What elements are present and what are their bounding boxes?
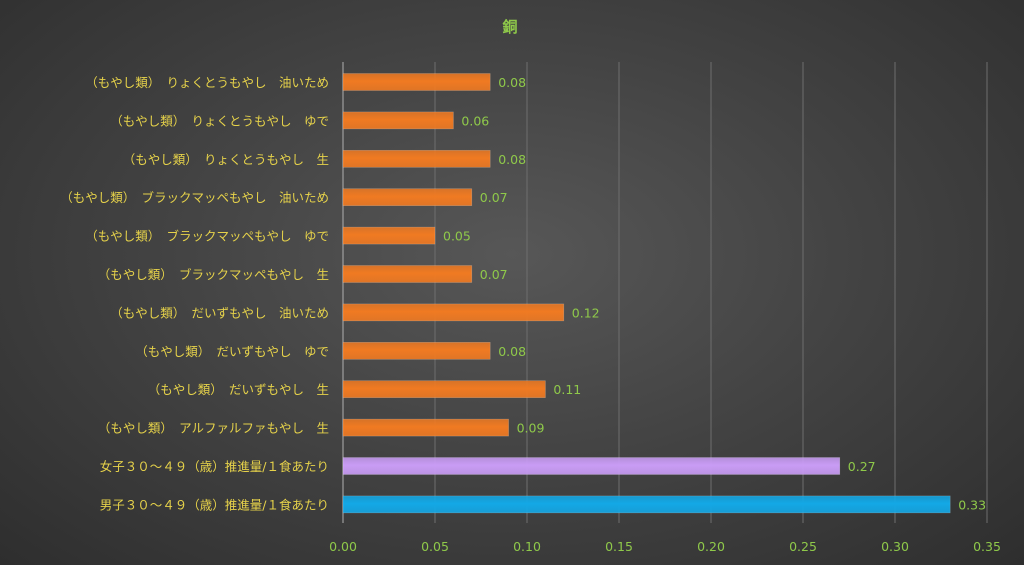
category-label: 男子３０～４９（歳）推進量/１食あたり xyxy=(100,497,329,512)
chart-title: 銅 xyxy=(502,18,517,36)
x-tick-label: 0.05 xyxy=(421,539,449,554)
category-label: （もやし類） りょくとうもやし 油いため xyxy=(85,75,329,90)
category-label: （もやし類） だいずもやし 油いため xyxy=(110,305,329,320)
x-tick-label: 0.10 xyxy=(513,539,541,554)
x-tick-label: 0.15 xyxy=(605,539,633,554)
category-label: （もやし類） ブラックマッペもやし ゆで xyxy=(85,229,329,244)
category-label: （もやし類） だいずもやし ゆで xyxy=(135,344,329,359)
bar xyxy=(342,418,509,437)
bar xyxy=(342,111,454,130)
data-label: 0.07 xyxy=(480,267,508,282)
bar xyxy=(342,341,491,360)
bar xyxy=(342,380,546,399)
bar xyxy=(342,495,951,514)
data-label: 0.08 xyxy=(498,152,526,167)
x-tick-label: 0.35 xyxy=(973,539,1001,554)
category-label: （もやし類） ブラックマッペもやし 生 xyxy=(98,267,329,282)
x-tick-label: 0.00 xyxy=(329,539,357,554)
category-label: （もやし類） ブラックマッペもやし 油いため xyxy=(60,190,329,205)
data-label: 0.08 xyxy=(498,75,526,90)
category-label: 女子３０～４９（歳）推進量/１食あたり xyxy=(100,459,329,474)
x-tick-labels: 0.00 0.05 0.10 0.15 0.20 0.25 0.30 0.35 xyxy=(329,539,1001,554)
data-label: 0.06 xyxy=(461,113,489,128)
category-labels: （もやし類） りょくとうもやし 油いため （もやし類） りょくとうもやし ゆで （も… xyxy=(60,75,329,512)
category-label: （もやし類） りょくとうもやし 生 xyxy=(123,152,329,167)
bar xyxy=(342,226,436,245)
category-label: （もやし類） りょくとうもやし ゆで xyxy=(110,113,329,128)
data-label: 0.27 xyxy=(848,459,876,474)
data-label: 0.11 xyxy=(553,382,581,397)
bar xyxy=(342,150,491,168)
data-label: 0.12 xyxy=(572,305,600,320)
data-label: 0.08 xyxy=(498,344,526,359)
bar xyxy=(342,188,473,206)
bar xyxy=(342,73,491,91)
bar xyxy=(342,303,565,322)
data-label: 0.33 xyxy=(958,497,986,512)
gridlines xyxy=(342,62,988,523)
bar xyxy=(342,457,841,475)
data-labels: 0.08 0.06 0.08 0.07 0.05 0.07 0.12 0.08 0.11 0.09… xyxy=(443,75,986,512)
data-label: 0.09 xyxy=(517,421,545,436)
category-label: （もやし類） アルファルファもやし 生 xyxy=(98,421,329,436)
bar xyxy=(342,265,473,283)
x-tick-label: 0.20 xyxy=(697,539,725,554)
x-tick-label: 0.25 xyxy=(789,539,817,554)
data-label: 0.07 xyxy=(480,190,508,205)
bars xyxy=(342,73,951,514)
category-label: （もやし類） だいずもやし 生 xyxy=(148,382,329,397)
x-tick-label: 0.30 xyxy=(881,539,909,554)
data-label: 0.05 xyxy=(443,229,471,244)
